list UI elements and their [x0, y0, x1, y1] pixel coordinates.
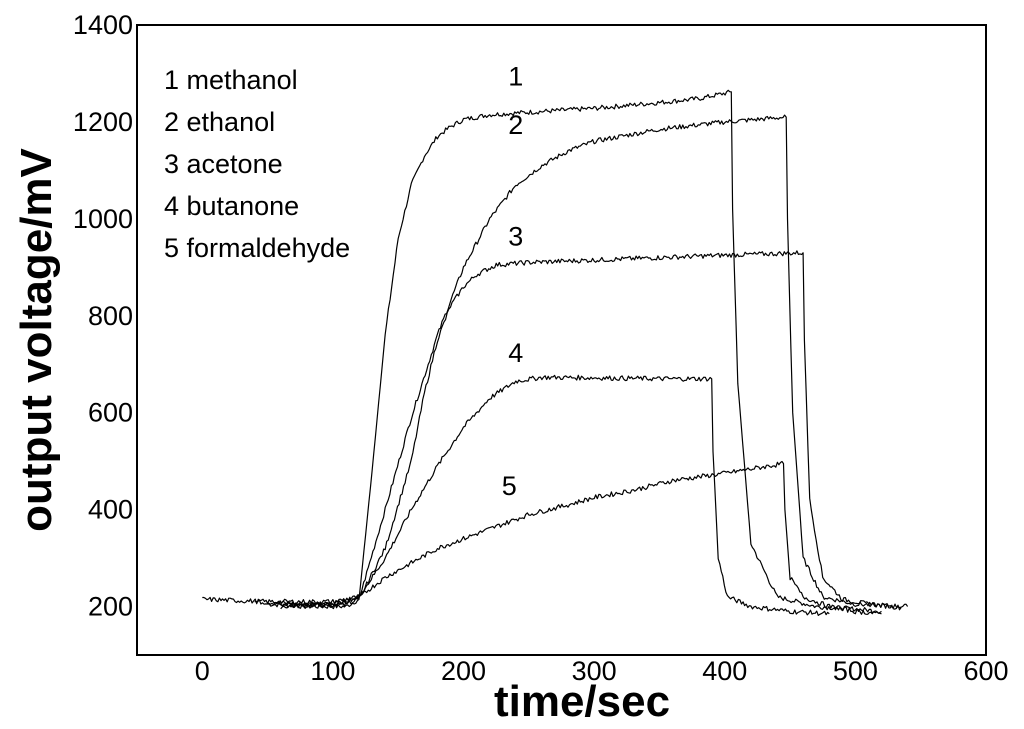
x-tick-label: 600	[963, 656, 1008, 686]
series-line	[280, 374, 830, 617]
x-tick-label: 400	[702, 656, 747, 686]
x-tick-label: 200	[441, 656, 486, 686]
x-tick-label: 100	[310, 656, 355, 686]
plot-frame	[136, 24, 987, 656]
y-axis-ticks: 200 400 600 800 1000 1200 1400	[73, 10, 133, 622]
x-tick-label: 300	[572, 656, 617, 686]
y-tick-label: 1200	[73, 107, 133, 137]
curve-label: 1	[508, 62, 523, 92]
series-line	[202, 460, 882, 615]
curve-label: 2	[508, 110, 523, 140]
series-line	[254, 114, 909, 609]
legend: 1 methanol 2 ethanol 3 acetone 4 butanone 5 …	[164, 65, 350, 263]
curve-label: 5	[502, 471, 517, 501]
curve-label: 4	[508, 338, 523, 368]
curve-label: 3	[508, 222, 523, 252]
x-tick-label: 500	[833, 656, 878, 686]
y-tick-label: 600	[88, 398, 133, 428]
y-axis-title: output voltage/mV	[12, 147, 61, 531]
legend-entry: 1 methanol	[164, 65, 298, 95]
y-tick-label: 1000	[73, 204, 133, 234]
y-tick-label: 800	[88, 301, 133, 331]
x-axis-ticks: 0 100 200 300 400 500 600	[195, 656, 1009, 686]
y-tick-label: 1400	[73, 10, 133, 40]
series-lines	[202, 89, 909, 617]
x-axis-title: time/sec	[494, 677, 670, 726]
y-tick-label: 400	[88, 495, 133, 525]
curve-labels: 1 2 3 4 5	[502, 62, 524, 502]
x-tick-label: 0	[195, 656, 210, 686]
legend-entry: 4 butanone	[164, 191, 299, 221]
series-line	[267, 89, 882, 614]
legend-entry: 5 formaldehyde	[164, 233, 350, 263]
y-tick-label: 200	[88, 592, 133, 622]
legend-entry: 3 acetone	[164, 149, 283, 179]
series-line	[280, 250, 902, 611]
legend-entry: 2 ethanol	[164, 107, 275, 137]
